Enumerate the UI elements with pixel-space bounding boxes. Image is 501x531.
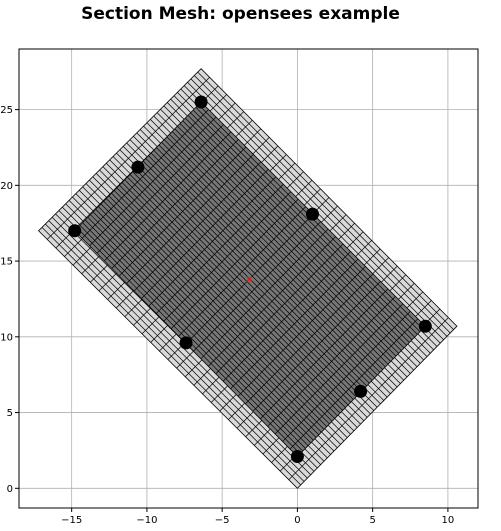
core-patch-mesh-line <box>171 131 397 357</box>
core-patch-mesh-line <box>177 125 402 351</box>
core-patch-mesh-line <box>108 195 333 422</box>
axes-frame <box>18 48 479 509</box>
core-patch-mesh-line <box>98 206 322 433</box>
axis-ticks: −15 −10 −5 0 5 10 0 5 10 15 20 25 <box>0 105 454 526</box>
core-patch-mesh-line <box>82 222 306 449</box>
x-tick-label: 0 <box>294 515 300 526</box>
core-patch-mesh-line <box>185 117 410 343</box>
y-tick-label: 10 <box>0 332 13 343</box>
outer-patch-mesh-line <box>190 78 448 337</box>
outer-patch-mesh-line <box>41 227 301 486</box>
core-patch-mesh-line <box>195 107 421 332</box>
x-tick-label: −5 <box>215 515 230 526</box>
core-patch-mesh-line <box>111 192 335 419</box>
y-tick-label: 0 <box>7 484 13 495</box>
core-patch-mesh-line <box>187 115 413 341</box>
x-tick-label: −15 <box>61 515 82 526</box>
core-patch-mesh-line <box>150 152 375 379</box>
rebar-point <box>305 207 319 221</box>
rebar-point <box>68 224 82 238</box>
core-patch-mesh-line <box>90 214 314 441</box>
core-patch-mesh-line <box>100 203 325 430</box>
rebar-point <box>194 95 208 109</box>
core-patch-mesh-line <box>192 109 418 335</box>
core-patch-mesh-line <box>121 182 346 408</box>
core-patch-mesh-line <box>174 128 399 354</box>
core-patch-mesh-line <box>124 179 349 406</box>
core-patch-mesh-line <box>84 219 309 446</box>
core-patch-mesh-line <box>92 211 317 438</box>
core-patch-mesh-line <box>119 184 343 411</box>
rebar-point <box>354 384 368 398</box>
core-patch-mesh-line <box>166 136 391 362</box>
core-patch-mesh-line <box>142 160 367 387</box>
core-patch-mesh-line <box>161 142 386 368</box>
core-patch-mesh-line <box>79 225 303 452</box>
outer-patch-mesh-line <box>194 75 451 334</box>
core-patch-mesh-line <box>103 201 327 427</box>
core-patch-mesh-line <box>95 209 319 436</box>
core-patch-mesh-line <box>158 144 383 370</box>
core-patch-mesh-line <box>182 120 407 346</box>
core-patch-mesh-line <box>87 217 311 444</box>
core-patch-mesh-line <box>132 171 357 398</box>
rebar-points <box>68 95 432 463</box>
rebar-point <box>418 319 432 333</box>
outer-patch-mesh-line <box>197 71 454 330</box>
centroid-marker <box>246 276 253 283</box>
outer-patch-mesh-line <box>48 220 308 479</box>
rebar-point <box>179 336 193 350</box>
y-tick-label: 25 <box>0 105 13 116</box>
centroid-mark-b <box>246 276 253 283</box>
y-tick-label: 5 <box>7 408 13 419</box>
core-patch-mesh-line <box>106 198 330 425</box>
chart-title: Section Mesh: opensees example <box>81 4 400 24</box>
y-tick-label: 20 <box>0 181 13 192</box>
core-patch-mesh-line <box>140 163 365 389</box>
x-tick-label: 5 <box>369 515 375 526</box>
core-patch-mesh-line <box>156 147 381 373</box>
core-patch-mesh-line <box>163 139 389 365</box>
x-tick-label: −10 <box>136 515 157 526</box>
core-patch-mesh-line <box>148 155 373 381</box>
y-tick-label: 15 <box>0 257 13 268</box>
core-patch-mesh-line <box>127 176 351 403</box>
core-patch-mesh-line <box>145 158 370 384</box>
core-patch-mesh-line <box>190 112 415 338</box>
rebar-point <box>290 449 304 463</box>
core-patch-mesh-line <box>129 174 354 400</box>
rebar-point <box>131 160 145 174</box>
outer-patch-mesh-line <box>45 223 305 482</box>
core-patch-mesh-line <box>153 150 378 376</box>
x-tick-label: 10 <box>442 515 455 526</box>
core-patch-mesh-line <box>169 133 394 360</box>
core-patch-mesh-line <box>116 187 341 414</box>
core-patch-mesh-line <box>179 123 405 349</box>
core-patch-mesh-line <box>113 190 338 417</box>
